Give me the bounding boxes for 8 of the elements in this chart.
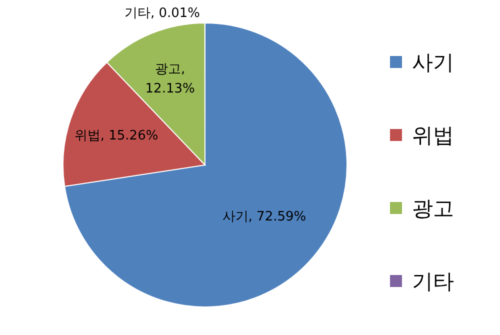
legend-label: 위법 <box>412 123 454 148</box>
data-label: 위법, 15.26% <box>74 128 158 144</box>
data-label: 기타, 0.01% <box>124 6 200 21</box>
legend-label: 기타 <box>412 269 454 294</box>
legend-label: 사기 <box>412 50 454 74</box>
data-label: 광고, 12.13% <box>145 62 195 96</box>
data-label: 사기, 72.59% <box>222 209 306 224</box>
legend-label: 광고 <box>412 196 454 220</box>
